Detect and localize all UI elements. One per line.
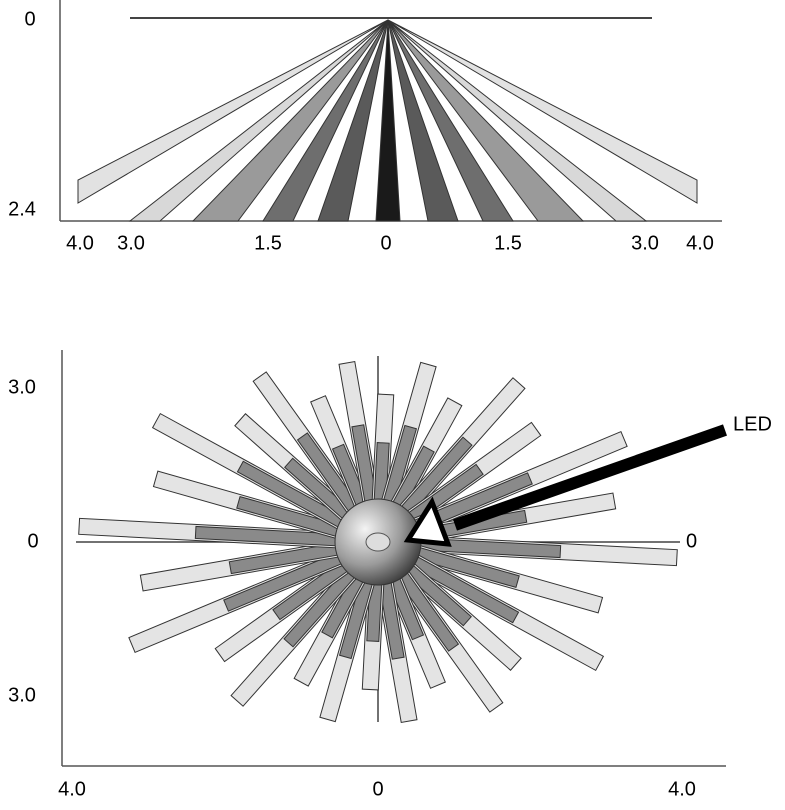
beam [387, 19, 459, 222]
beam [234, 413, 355, 523]
beam [77, 19, 389, 204]
y-label: 2.4 [8, 198, 36, 220]
beam [387, 19, 585, 222]
x-label: 0 [380, 232, 391, 254]
beam [78, 517, 339, 549]
beam [387, 19, 648, 222]
x-label: 3.0 [631, 232, 659, 254]
arrow-shaft [453, 424, 727, 531]
side-view: 0 2.4 4.0 3.0 1.5 0 1.5 3.0 4.0 [8, 0, 722, 254]
beam [387, 19, 698, 204]
x-label: 4.0 [66, 232, 94, 254]
beam [128, 19, 389, 222]
top-view: LED 0 3.0 0 3.0 4.0 0 4.0 [8, 350, 772, 800]
beam [317, 19, 389, 222]
right-label: 0 [686, 530, 697, 552]
y-label: 0 [27, 530, 38, 552]
x-label: 4.0 [58, 778, 86, 800]
beam [152, 470, 343, 540]
x-label: 3.0 [117, 232, 145, 254]
x-label: 4.0 [668, 778, 696, 800]
beam [214, 558, 351, 663]
beam [191, 19, 389, 222]
x-label: 0 [372, 778, 383, 800]
beam [310, 395, 371, 509]
y-label: 3.0 [8, 376, 36, 398]
annotation: LED [733, 413, 772, 435]
beam [375, 19, 401, 222]
x-label: 1.5 [494, 232, 522, 254]
led [365, 532, 391, 552]
x-label: 1.5 [254, 232, 282, 254]
beam [262, 19, 389, 222]
y-label: 0 [24, 8, 35, 30]
beam [387, 19, 514, 222]
x-label: 4.0 [686, 232, 714, 254]
beam [230, 565, 359, 707]
arrow-head [403, 496, 452, 547]
beam [252, 371, 362, 515]
beam [293, 572, 367, 687]
y-label: 3.0 [8, 684, 36, 706]
